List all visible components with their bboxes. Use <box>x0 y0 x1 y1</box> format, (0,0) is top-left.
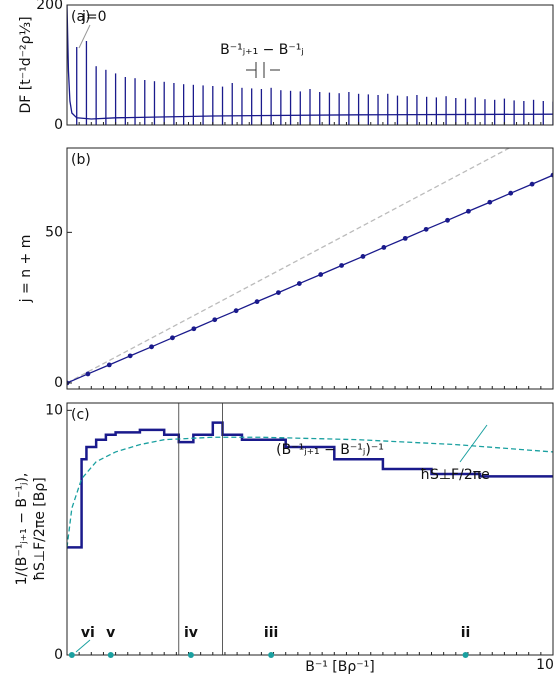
marker <box>106 362 112 368</box>
marker <box>191 326 197 332</box>
annotation: B⁻¹ⱼ₊₁ − B⁻¹ⱼ <box>220 42 304 58</box>
marker <box>296 281 302 286</box>
point-label: vi <box>81 625 95 641</box>
marker <box>85 371 91 377</box>
marker <box>318 272 324 277</box>
annotation-arrows <box>246 62 280 78</box>
y-axis-label: j = n + m <box>18 235 34 304</box>
point-marker <box>268 652 275 658</box>
panel-label: (a) <box>71 9 91 25</box>
panel-label: (c) <box>71 407 90 423</box>
y-axis-label: DF [t⁻¹d⁻²ρ⅓] <box>18 16 34 113</box>
marker <box>170 335 175 341</box>
y-tick-label: 50 <box>45 224 63 240</box>
point-label: iii <box>264 625 278 641</box>
point-marker <box>187 652 194 658</box>
point-marker <box>68 652 75 658</box>
point-marker <box>107 652 114 658</box>
point-label: ii <box>461 625 471 641</box>
panel-label: (b) <box>71 152 91 168</box>
series-line <box>67 148 510 384</box>
marker <box>276 290 281 295</box>
marker <box>360 254 366 259</box>
x-tick-label: 10 <box>536 657 554 673</box>
plot-area <box>67 148 553 386</box>
marker <box>487 199 493 205</box>
annotation: (B⁻¹ⱼ₊₁ − B⁻¹ⱼ)⁻¹ <box>276 442 384 458</box>
y-tick-label: 0 <box>54 375 63 391</box>
y-tick-label: 0 <box>54 647 63 663</box>
y-axis-label: ħS⊥F/2πe [Bρ] <box>32 477 48 580</box>
y-tick-label: 200 <box>36 0 63 13</box>
y-tick-label: 10 <box>45 402 63 418</box>
marker <box>550 172 553 178</box>
marker <box>423 226 429 232</box>
marker <box>445 217 450 223</box>
marker <box>149 344 154 350</box>
annotation-pointer <box>459 424 488 463</box>
series-line <box>67 436 553 548</box>
panel-frame <box>66 147 554 390</box>
marker <box>212 317 218 323</box>
point-marker <box>462 652 469 658</box>
marker <box>381 245 387 250</box>
marker <box>339 263 344 268</box>
marker <box>529 181 535 187</box>
annotation: j=0 <box>81 9 107 25</box>
annotation-pointer <box>78 24 91 49</box>
marker <box>466 208 471 214</box>
series-line <box>67 5 553 120</box>
annotation-pointer <box>75 639 91 653</box>
marker <box>233 308 239 314</box>
marker <box>254 299 260 305</box>
marker <box>127 353 133 359</box>
series-line <box>67 174 553 384</box>
plot-area <box>67 5 553 125</box>
panel-frame <box>66 402 554 656</box>
annotation: ħS⊥F/2πe <box>420 467 490 483</box>
point-label: v <box>106 625 115 641</box>
x-axis-label: B⁻¹ [Bρ⁻¹] <box>305 659 374 675</box>
marker <box>402 235 408 241</box>
marker <box>508 190 514 196</box>
y-axis-label: 1/(B⁻¹ⱼ₊₁ − B⁻¹ⱼ), <box>14 473 30 586</box>
point-label: iv <box>184 625 198 641</box>
y-tick-label: 0 <box>54 117 63 133</box>
plot-area <box>67 421 553 549</box>
